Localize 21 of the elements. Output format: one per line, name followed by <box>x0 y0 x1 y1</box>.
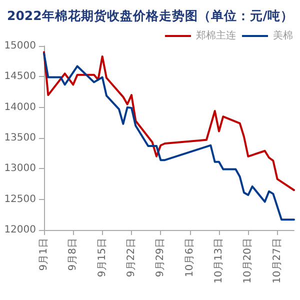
x-tick-label: 9月1日 <box>38 238 50 271</box>
y-tick-label: 14500 <box>4 71 36 82</box>
chart-title: 2022年棉花期货收盘价格走势图（单位：元/吨） <box>7 8 294 23</box>
x-tick-label: 9月29日 <box>155 238 166 278</box>
x-tick-label: 9月8日 <box>68 238 79 271</box>
line-series <box>43 52 295 221</box>
y-tick-label: 13000 <box>4 163 36 174</box>
legend-label: 郑棉主连 <box>196 30 236 42</box>
y-tick-label: 14000 <box>4 102 36 113</box>
y-tick-label: 12000 <box>4 224 36 236</box>
x-tick-label: 9月15日 <box>96 238 108 278</box>
y-tick-label: 15000 <box>4 40 36 52</box>
x-tick-label: 10月20日 <box>242 238 254 284</box>
legend-label: 美棉 <box>273 30 293 42</box>
x-tick-label: 9月22日 <box>126 238 137 278</box>
y-tick-label: 12500 <box>4 194 36 205</box>
x-tick-label: 10月6日 <box>184 238 196 278</box>
x-tick-label: 10月27日 <box>272 238 283 284</box>
y-tick-label: 13500 <box>4 132 36 144</box>
line-series <box>43 51 295 192</box>
x-tick-label: 10月13日 <box>214 238 224 284</box>
